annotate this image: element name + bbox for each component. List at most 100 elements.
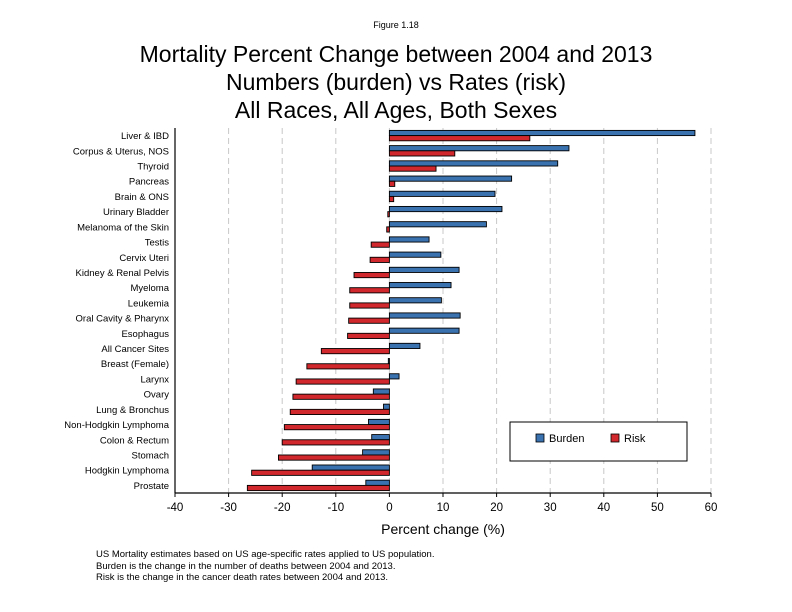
x-tick-label: -10 bbox=[327, 502, 344, 514]
y-tick-label: Urinary Bladder bbox=[103, 207, 169, 218]
chart-title: Mortality Percent Change between 2004 an… bbox=[0, 40, 792, 124]
legend-swatch-risk bbox=[610, 433, 620, 443]
footnote-2: Burden is the change in the number of de… bbox=[96, 560, 396, 572]
bar-burden bbox=[388, 373, 400, 380]
chart-title-line-1: Mortality Percent Change between 2004 an… bbox=[139, 41, 653, 67]
x-axis: -40 -30 -20 -10 0 10 20 30 40 50 60 bbox=[167, 492, 718, 514]
y-tick-label: Testis bbox=[145, 238, 170, 249]
y-tick-label: Cervix Uteri bbox=[119, 253, 169, 264]
y-tick-label: Myeloma bbox=[130, 283, 169, 294]
bar-burden bbox=[388, 327, 460, 334]
y-tick-label: Brain & ONS bbox=[115, 192, 169, 203]
y-tick-label: Oral Cavity & Pharynx bbox=[76, 314, 170, 325]
bar-risk bbox=[306, 363, 390, 370]
x-tick-label: -30 bbox=[220, 502, 237, 514]
bar-burden bbox=[388, 342, 421, 349]
chart-title-line-2: Numbers (burden) vs Rates (risk) bbox=[226, 69, 566, 95]
bar-risk bbox=[292, 393, 390, 400]
bar-burden bbox=[388, 251, 442, 258]
y-tick-label: Larynx bbox=[140, 374, 169, 385]
y-tick-label: Hodgkin Lymphoma bbox=[85, 466, 170, 477]
bar-risk bbox=[387, 211, 390, 218]
bar-burden bbox=[388, 221, 487, 228]
y-tick-label: All Cancer Sites bbox=[101, 344, 169, 355]
bars bbox=[246, 129, 696, 492]
y-tick-label: Pancreas bbox=[129, 177, 169, 188]
x-axis-label: Percent change (%) bbox=[381, 521, 505, 537]
bar-risk bbox=[370, 241, 390, 248]
legend: Burden Risk bbox=[509, 421, 688, 462]
y-tick-label: Lung & Bronchus bbox=[96, 405, 169, 416]
y-tick-label: Thyroid bbox=[137, 162, 169, 173]
bar-risk bbox=[283, 424, 390, 431]
chart-title-line-3: All Races, All Ages, Both Sexes bbox=[234, 97, 558, 123]
bar-burden bbox=[388, 160, 559, 167]
y-tick-label: Colon & Rectum bbox=[100, 435, 169, 446]
bar-burden bbox=[388, 282, 452, 289]
y-tick-label: Esophagus bbox=[121, 329, 169, 340]
x-tick-label: 40 bbox=[597, 502, 610, 514]
bar-burden bbox=[388, 266, 460, 273]
bar-risk bbox=[347, 332, 390, 339]
y-tick-label: Melanoma of the Skin bbox=[77, 222, 169, 233]
bar-burden bbox=[388, 236, 430, 243]
bar-risk bbox=[388, 135, 531, 142]
y-axis: Liver & IBD Corpus & Uterus, NOS Thyroid Pa… bbox=[64, 128, 176, 493]
bar-risk bbox=[246, 484, 390, 492]
footnote-1: US Mortality estimates based on US age-s… bbox=[96, 549, 435, 560]
bar-risk bbox=[251, 469, 390, 476]
bar-risk bbox=[349, 302, 390, 309]
legend-swatch-burden bbox=[535, 433, 545, 443]
footnotes: US Mortality estimates based on US age-s… bbox=[96, 549, 434, 584]
y-tick-label: Ovary bbox=[144, 390, 170, 401]
x-tick-label: 60 bbox=[705, 502, 718, 514]
bar-burden bbox=[388, 145, 570, 152]
x-tick-label: -20 bbox=[274, 502, 291, 514]
bar-burden bbox=[388, 312, 461, 319]
bar-burden bbox=[383, 403, 390, 410]
bar-risk bbox=[353, 272, 390, 279]
y-tick-label: Corpus & Uterus, NOS bbox=[73, 146, 169, 157]
bar-risk bbox=[320, 348, 390, 355]
bar-risk bbox=[281, 439, 390, 446]
bar-risk bbox=[348, 317, 390, 324]
bar-risk bbox=[388, 150, 456, 157]
bar-risk bbox=[277, 454, 390, 461]
bar-burden bbox=[388, 175, 513, 182]
bar-burden bbox=[362, 449, 390, 456]
bar-burden bbox=[371, 434, 390, 441]
y-tick-label: Leukemia bbox=[128, 298, 170, 309]
bar-burden bbox=[388, 129, 696, 137]
figure-label: Figure 1.18 bbox=[373, 20, 419, 30]
legend-label-burden: Burden bbox=[549, 433, 584, 445]
bar-risk bbox=[388, 195, 395, 203]
x-tick-label: 0 bbox=[386, 502, 392, 514]
x-tick-label: -40 bbox=[167, 502, 184, 514]
bar-risk bbox=[295, 378, 390, 385]
footnote-3: Risk is the change in the cancer death r… bbox=[96, 572, 389, 583]
bar-risk bbox=[388, 180, 396, 187]
bar-risk bbox=[289, 408, 390, 416]
bar-burden bbox=[368, 418, 390, 426]
x-tick-label: 30 bbox=[544, 502, 557, 514]
bar-risk bbox=[349, 287, 390, 294]
y-tick-label: Breast (Female) bbox=[101, 359, 169, 370]
bar-burden bbox=[388, 205, 503, 213]
y-tick-label: Kidney & Renal Pelvis bbox=[76, 268, 170, 279]
x-tick-label: 20 bbox=[490, 502, 503, 514]
x-tick-label: 10 bbox=[437, 502, 450, 514]
bar-risk bbox=[369, 256, 390, 263]
x-tick-label: 50 bbox=[651, 502, 664, 514]
bar-burden bbox=[365, 479, 390, 486]
y-tick-label: Prostate bbox=[134, 481, 169, 492]
bar-burden bbox=[388, 297, 442, 304]
y-tick-label: Non-Hodgkin Lymphoma bbox=[64, 420, 169, 431]
bar-burden bbox=[388, 190, 496, 197]
bar-risk bbox=[388, 165, 437, 172]
bar-burden bbox=[311, 464, 390, 471]
y-tick-label: Stomach bbox=[132, 450, 170, 461]
legend-label-risk: Risk bbox=[624, 433, 646, 445]
bar-burden bbox=[372, 388, 390, 395]
y-tick-label: Liver & IBD bbox=[121, 131, 169, 142]
